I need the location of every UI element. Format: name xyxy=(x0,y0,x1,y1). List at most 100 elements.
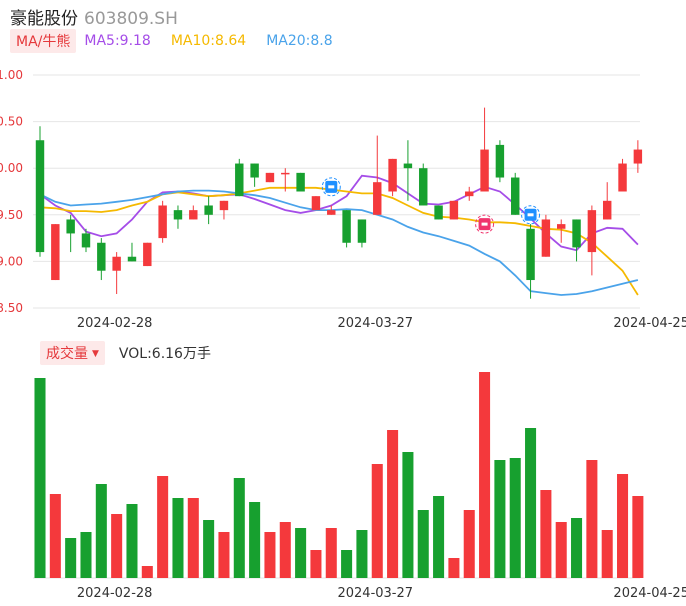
candle xyxy=(143,242,152,267)
candle xyxy=(97,238,106,281)
candle-body xyxy=(143,242,152,267)
volume-bar xyxy=(341,550,353,578)
volume-bar xyxy=(433,496,445,578)
volume-toggle-button[interactable]: 成交量 ▼ xyxy=(40,341,105,365)
candle-body xyxy=(403,163,413,169)
candle-body xyxy=(97,242,106,271)
candle-body xyxy=(81,233,91,248)
x-tick-label: 2024-03-27 xyxy=(337,316,413,331)
candle xyxy=(388,158,397,197)
marker-glyph xyxy=(328,185,335,189)
candle-body xyxy=(587,210,597,253)
volume-bar xyxy=(601,530,613,578)
x-tick-label: 2024-04-25 xyxy=(613,316,686,331)
volume-bar xyxy=(279,522,291,578)
volume-bar xyxy=(448,558,460,578)
candle xyxy=(465,186,474,201)
candlestick-series xyxy=(35,107,643,299)
candle xyxy=(541,214,551,257)
candle xyxy=(235,158,244,197)
candle xyxy=(357,219,367,248)
candle-body xyxy=(495,144,505,178)
volume-bar xyxy=(371,464,383,578)
candle-body xyxy=(633,149,643,164)
candle xyxy=(373,135,382,215)
volume-bar xyxy=(387,430,399,578)
candle xyxy=(204,196,213,225)
candle xyxy=(265,172,275,183)
volume-bar xyxy=(555,522,567,578)
price-date-ticks: 2024-02-28 2024-03-27 2024-04-25 xyxy=(77,316,686,331)
y-tick-label: 9.00 xyxy=(0,254,23,268)
volume-bar xyxy=(632,496,644,578)
x-tick-label: 2024-02-28 xyxy=(77,316,153,331)
candle-body xyxy=(618,163,627,192)
candle xyxy=(618,158,627,192)
volume-bar xyxy=(525,428,537,578)
candle-body xyxy=(281,172,290,175)
candle-body xyxy=(434,205,443,220)
candle-body xyxy=(357,219,367,243)
volume-bar xyxy=(80,532,92,578)
candle xyxy=(495,140,505,183)
x-tick-label: 2024-04-25 xyxy=(613,586,686,601)
candle-body xyxy=(557,224,566,229)
stock-header: 豪能股份 603809.SH xyxy=(10,4,178,29)
candle-body xyxy=(480,149,489,192)
candle xyxy=(281,168,290,192)
volume-bar xyxy=(187,498,199,578)
candle-body xyxy=(465,191,474,197)
y-tick-label: 10.50 xyxy=(0,115,23,129)
candle xyxy=(219,200,229,220)
candle xyxy=(587,205,597,276)
ma-toggle-button[interactable]: MA/牛熊 xyxy=(10,29,77,53)
candle-body xyxy=(265,172,275,183)
volume-bar xyxy=(218,532,230,578)
candle xyxy=(35,126,45,257)
stock-name: 豪能股份 xyxy=(10,9,78,29)
volume-bar xyxy=(494,460,506,578)
candle xyxy=(51,224,60,281)
y-tick-label: 8.50 xyxy=(0,301,23,315)
buy-signal-icon xyxy=(521,205,541,225)
candle xyxy=(327,205,336,215)
volume-bar xyxy=(540,490,552,578)
candle xyxy=(189,205,198,220)
x-tick-label: 2024-03-27 xyxy=(337,586,413,601)
ma5-line xyxy=(39,174,639,252)
ma20-value: MA20:8.8 xyxy=(266,33,333,49)
volume-bar xyxy=(157,476,169,578)
volume-bar xyxy=(325,528,337,578)
candle-body xyxy=(127,256,137,262)
marker-glyph xyxy=(481,222,488,226)
volume-bar xyxy=(203,520,215,578)
candle xyxy=(403,140,413,201)
caret-down-icon: ▼ xyxy=(92,349,99,359)
volume-bar xyxy=(479,372,491,578)
moving-average-lines xyxy=(39,174,639,296)
volume-bar xyxy=(402,452,414,578)
candle-body xyxy=(250,163,259,178)
candle-body xyxy=(602,200,612,220)
candle xyxy=(342,210,351,248)
candle-body xyxy=(189,210,198,220)
buy-signal-icon xyxy=(321,177,341,197)
ma10-line xyxy=(39,186,639,296)
volume-bar xyxy=(417,510,429,578)
ma20-line xyxy=(39,189,639,296)
candle xyxy=(112,252,121,295)
candle xyxy=(557,219,566,243)
candle-body xyxy=(235,163,244,197)
volume-bar xyxy=(295,528,307,578)
candle-body xyxy=(204,205,213,215)
candle xyxy=(419,163,428,206)
candle-body xyxy=(296,172,305,192)
marker-ring xyxy=(521,205,541,225)
marker-ring xyxy=(475,214,495,234)
candle xyxy=(572,219,581,262)
candle-body xyxy=(373,182,382,215)
volume-bar xyxy=(233,478,245,578)
candle xyxy=(296,172,305,192)
x-tick-label: 2024-02-28 xyxy=(77,586,153,601)
